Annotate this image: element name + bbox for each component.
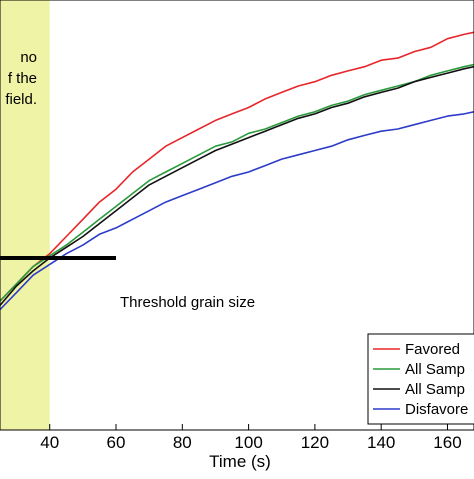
x-tick-label: 140 [367, 433, 395, 452]
x-tick-label: 40 [40, 433, 59, 452]
x-axis-title: Time (s) [209, 452, 271, 471]
shaded-region-text-3: field. [5, 91, 37, 108]
threshold-label: Threshold grain size [120, 294, 255, 311]
series-all-samples-black [0, 65, 474, 306]
x-tick-label: 80 [173, 433, 192, 452]
series-layer [0, 31, 474, 311]
legend-label-all-samples-green: All Samp [405, 361, 465, 378]
shaded-region-text-1: no [20, 49, 37, 66]
series-all-samples-green [0, 63, 474, 302]
x-tick-label: 60 [107, 433, 126, 452]
legend: Favored All Samp All Samp Disfavore [367, 333, 474, 425]
plot-frame [0, 0, 474, 431]
legend-label-favored: Favored [405, 341, 460, 358]
shaded-region [0, 0, 50, 430]
legend-label-all-samples-black: All Samp [405, 381, 465, 398]
series-favored [0, 31, 474, 302]
legend-label-disfavored: Disfavore [405, 401, 468, 418]
x-tick-label: 100 [234, 433, 262, 452]
shaded-region-text-2: f the [8, 70, 37, 87]
series-disfavored [0, 111, 474, 311]
x-tick-label: 160 [433, 433, 461, 452]
x-axis: 40 60 80 100 120 140 160 [40, 424, 462, 452]
x-tick-label: 120 [301, 433, 329, 452]
